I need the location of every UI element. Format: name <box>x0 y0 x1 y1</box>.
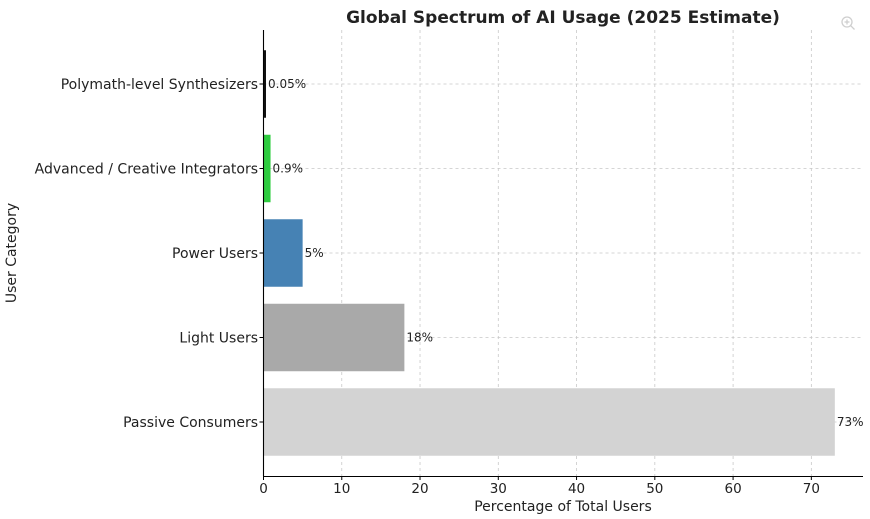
x-axis-label: Percentage of Total Users <box>474 499 652 515</box>
x-tick-label: 10 <box>333 481 350 497</box>
category-label: Advanced / Creative Integrators <box>35 162 258 178</box>
x-tick-label: 30 <box>490 481 507 497</box>
x-tick-label: 40 <box>568 481 585 497</box>
data-labels: 73% 18% 5% 0.9% 0.05% <box>268 77 863 429</box>
x-tick-label: 20 <box>411 481 428 497</box>
data-label: 0.9% <box>273 162 304 176</box>
bar <box>263 134 271 203</box>
x-tick-label: 70 <box>803 481 820 497</box>
bar <box>263 50 266 118</box>
bar <box>263 219 303 287</box>
x-tick-label: 50 <box>646 481 663 497</box>
bar <box>263 303 405 372</box>
data-label: 0.05% <box>268 77 306 91</box>
data-label: 18% <box>406 331 433 345</box>
category-label: Light Users <box>179 331 258 347</box>
data-label: 5% <box>305 246 324 260</box>
magnifier-plus-icon[interactable] <box>841 16 855 30</box>
x-ticks: 0 10 20 30 40 50 60 70 <box>259 476 820 497</box>
category-labels: Passive Consumers Light Users Power Users A… <box>35 77 264 431</box>
bars <box>263 50 835 456</box>
chart-title: Global Spectrum of AI Usage (2025 Estima… <box>346 8 780 28</box>
category-label: Polymath-level Synthesizers <box>61 77 258 93</box>
category-label: Power Users <box>172 246 258 262</box>
x-tick-label: 60 <box>724 481 741 497</box>
y-axis-label: User Category <box>4 203 20 303</box>
x-tick-label: 0 <box>259 481 268 497</box>
category-label: Passive Consumers <box>123 415 258 431</box>
data-label: 73% <box>837 415 864 429</box>
grid <box>263 30 863 476</box>
bar <box>263 388 835 456</box>
